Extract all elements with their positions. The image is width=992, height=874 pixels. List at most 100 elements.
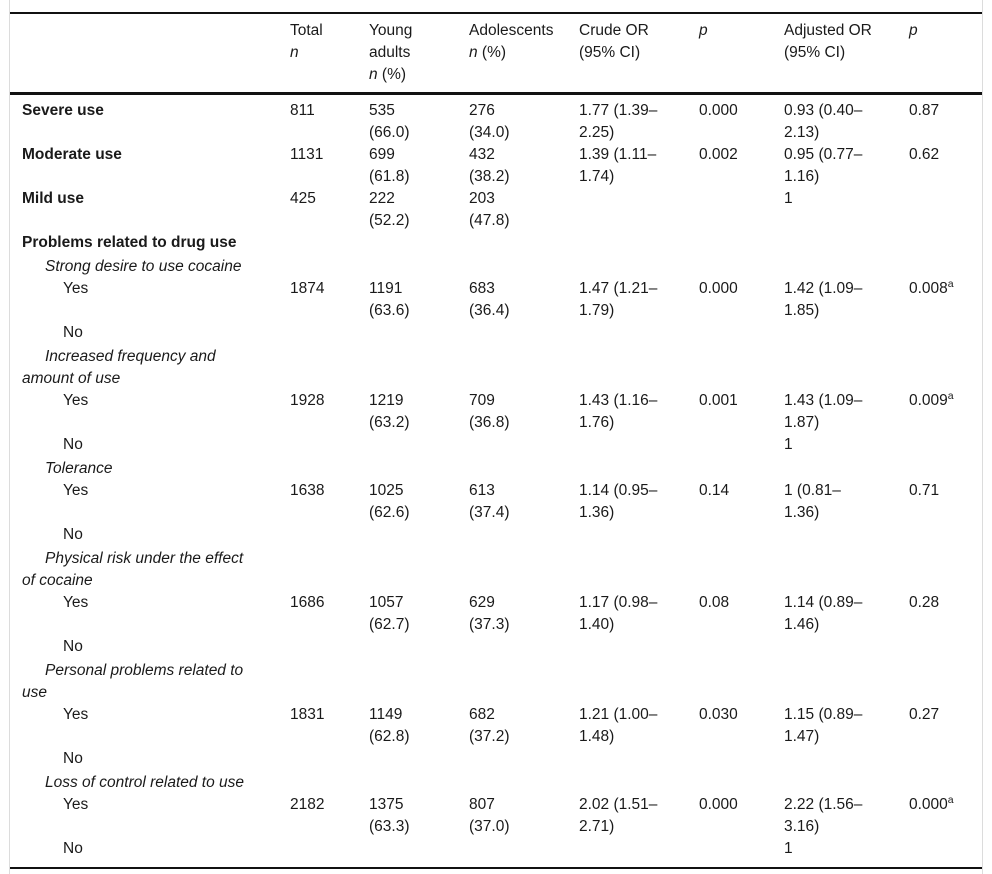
row-label: Problems related to drug use bbox=[22, 234, 237, 251]
cell-total: 1131 bbox=[290, 144, 369, 188]
header-line: (95% CI) bbox=[579, 42, 691, 64]
cell-value: 0.009 bbox=[909, 392, 948, 409]
cell-p1 bbox=[699, 188, 784, 232]
cell-p2 bbox=[909, 456, 982, 480]
header-line: n (%) bbox=[369, 64, 461, 86]
cell-value: 425 bbox=[290, 190, 316, 207]
cell-value: 1219 (63.2) bbox=[369, 392, 410, 431]
cell-total: 1686 bbox=[290, 592, 369, 636]
cell-adol bbox=[469, 546, 579, 592]
cell-value: 1.39 (1.11– 1.74) bbox=[579, 146, 657, 185]
table-row: No bbox=[10, 524, 982, 546]
cell-crude bbox=[579, 658, 699, 704]
cell-p1: 0.000 bbox=[699, 278, 784, 322]
cell-total bbox=[290, 524, 369, 546]
cell-total bbox=[290, 254, 369, 278]
header-text: p bbox=[909, 22, 918, 39]
table-row: Mild use 425 222 (52.2) 203 (47.8) 1 bbox=[10, 188, 982, 232]
cell-adol: 683 (36.4) bbox=[469, 278, 579, 322]
row-label: Mild use bbox=[22, 190, 85, 207]
header-line: n bbox=[290, 42, 361, 64]
cell-p1: 0.001 bbox=[699, 390, 784, 434]
cell-adol bbox=[469, 524, 579, 546]
row-label: Yes bbox=[63, 594, 89, 611]
cell-value: 1.15 (0.89– 1.47) bbox=[784, 706, 863, 745]
cell-adj bbox=[784, 456, 909, 480]
table-row: Moderate use 1131 699 (61.8) 432 (38.2) 1.39… bbox=[10, 144, 982, 188]
cell-value: 629 (37.3) bbox=[469, 594, 510, 633]
cell-value: 1 bbox=[784, 840, 793, 857]
cell-value: 0.27 bbox=[909, 706, 940, 723]
header-text: Adjusted OR bbox=[784, 22, 872, 39]
cell-young: 1025 (62.6) bbox=[369, 480, 469, 524]
cell-p2 bbox=[909, 524, 982, 546]
cell-p1 bbox=[699, 658, 784, 704]
cell-value: 1 bbox=[784, 436, 793, 453]
cell-value: 1686 bbox=[290, 594, 325, 611]
row-label: Moderate use bbox=[22, 146, 122, 163]
cell-crude: 2.02 (1.51– 2.71) bbox=[579, 794, 699, 838]
header-text: (%) bbox=[477, 44, 507, 61]
cell-p2: 0.28 bbox=[909, 592, 982, 636]
row-label: Strong desire to use cocaine bbox=[45, 258, 242, 275]
cell-crude: 1.77 (1.39– 2.25) bbox=[579, 94, 699, 145]
cell-value: 683 (36.4) bbox=[469, 280, 510, 319]
cell-p2: 0.27 bbox=[909, 704, 982, 748]
cell-value: 0.14 bbox=[699, 482, 730, 499]
row-label: Yes bbox=[63, 796, 89, 813]
header-line: Adolescents bbox=[469, 20, 571, 42]
cell-young bbox=[369, 456, 469, 480]
cell-value: 0.000 bbox=[699, 102, 738, 119]
cell-value: 0.008 bbox=[909, 280, 948, 297]
cell-adol: 276 (34.0) bbox=[469, 94, 579, 145]
cell-value: 1831 bbox=[290, 706, 325, 723]
table-row: Problems related to drug use bbox=[10, 232, 982, 254]
header-cell-young: Young adults n (%) bbox=[369, 12, 469, 95]
cell-value: 1025 (62.6) bbox=[369, 482, 410, 521]
cell-adol bbox=[469, 456, 579, 480]
cell-young: 1375 (63.3) bbox=[369, 794, 469, 838]
header-line: p bbox=[909, 20, 974, 42]
header-line: Adjusted OR bbox=[784, 20, 901, 42]
cell-value: 1928 bbox=[290, 392, 325, 409]
cell-adj: 1 (0.81– 1.36) bbox=[784, 480, 909, 524]
cell-young bbox=[369, 636, 469, 658]
cell-value: 1 (0.81– 1.36) bbox=[784, 482, 841, 521]
cell-adj bbox=[784, 322, 909, 344]
table-row: No 1 bbox=[10, 434, 982, 456]
page-frame: Total n Young adults n (%) Adolescents n (%) Cr… bbox=[9, 0, 983, 874]
header-text: adults bbox=[369, 44, 411, 61]
cell-young: 699 (61.8) bbox=[369, 144, 469, 188]
cell-p1 bbox=[699, 232, 784, 254]
cell-adol: 203 (47.8) bbox=[469, 188, 579, 232]
cell-adol: 807 (37.0) bbox=[469, 794, 579, 838]
cell-value: 1.17 (0.98– 1.40) bbox=[579, 594, 658, 633]
header-text: (95% CI) bbox=[784, 44, 846, 61]
table-row: Yes 1874 1191 (63.6) 683 (36.4) 1.47 (1.21– … bbox=[10, 278, 982, 322]
cell-value: 1874 bbox=[290, 280, 325, 297]
cell-p1 bbox=[699, 748, 784, 770]
header-line: adults bbox=[369, 42, 461, 64]
cell-value: 0.030 bbox=[699, 706, 738, 723]
table-row: Yes 2182 1375 (63.3) 807 (37.0) 2.02 (1.51– … bbox=[10, 794, 982, 838]
cell-p2 bbox=[909, 322, 982, 344]
cell-value: 1131 bbox=[290, 146, 324, 163]
table-row: No bbox=[10, 636, 982, 658]
cell-value: 1.47 (1.21– 1.79) bbox=[579, 280, 658, 319]
cell-adj: 0.95 (0.77– 1.16) bbox=[784, 144, 909, 188]
cell-young: 535 (66.0) bbox=[369, 94, 469, 145]
cell-crude bbox=[579, 636, 699, 658]
header-line: Total bbox=[290, 20, 361, 42]
cell-value: 1191 (63.6) bbox=[369, 280, 410, 319]
header-text: (95% CI) bbox=[579, 44, 641, 61]
cell-young: 1219 (63.2) bbox=[369, 390, 469, 434]
cell-adj bbox=[784, 658, 909, 704]
cell-p1 bbox=[699, 456, 784, 480]
cell-young bbox=[369, 546, 469, 592]
cell-young bbox=[369, 748, 469, 770]
cell-crude: 1.39 (1.11– 1.74) bbox=[579, 144, 699, 188]
cell-total bbox=[290, 770, 369, 794]
cell-young bbox=[369, 232, 469, 254]
cell-value: 222 (52.2) bbox=[369, 190, 410, 229]
cell-p1: 0.030 bbox=[699, 704, 784, 748]
